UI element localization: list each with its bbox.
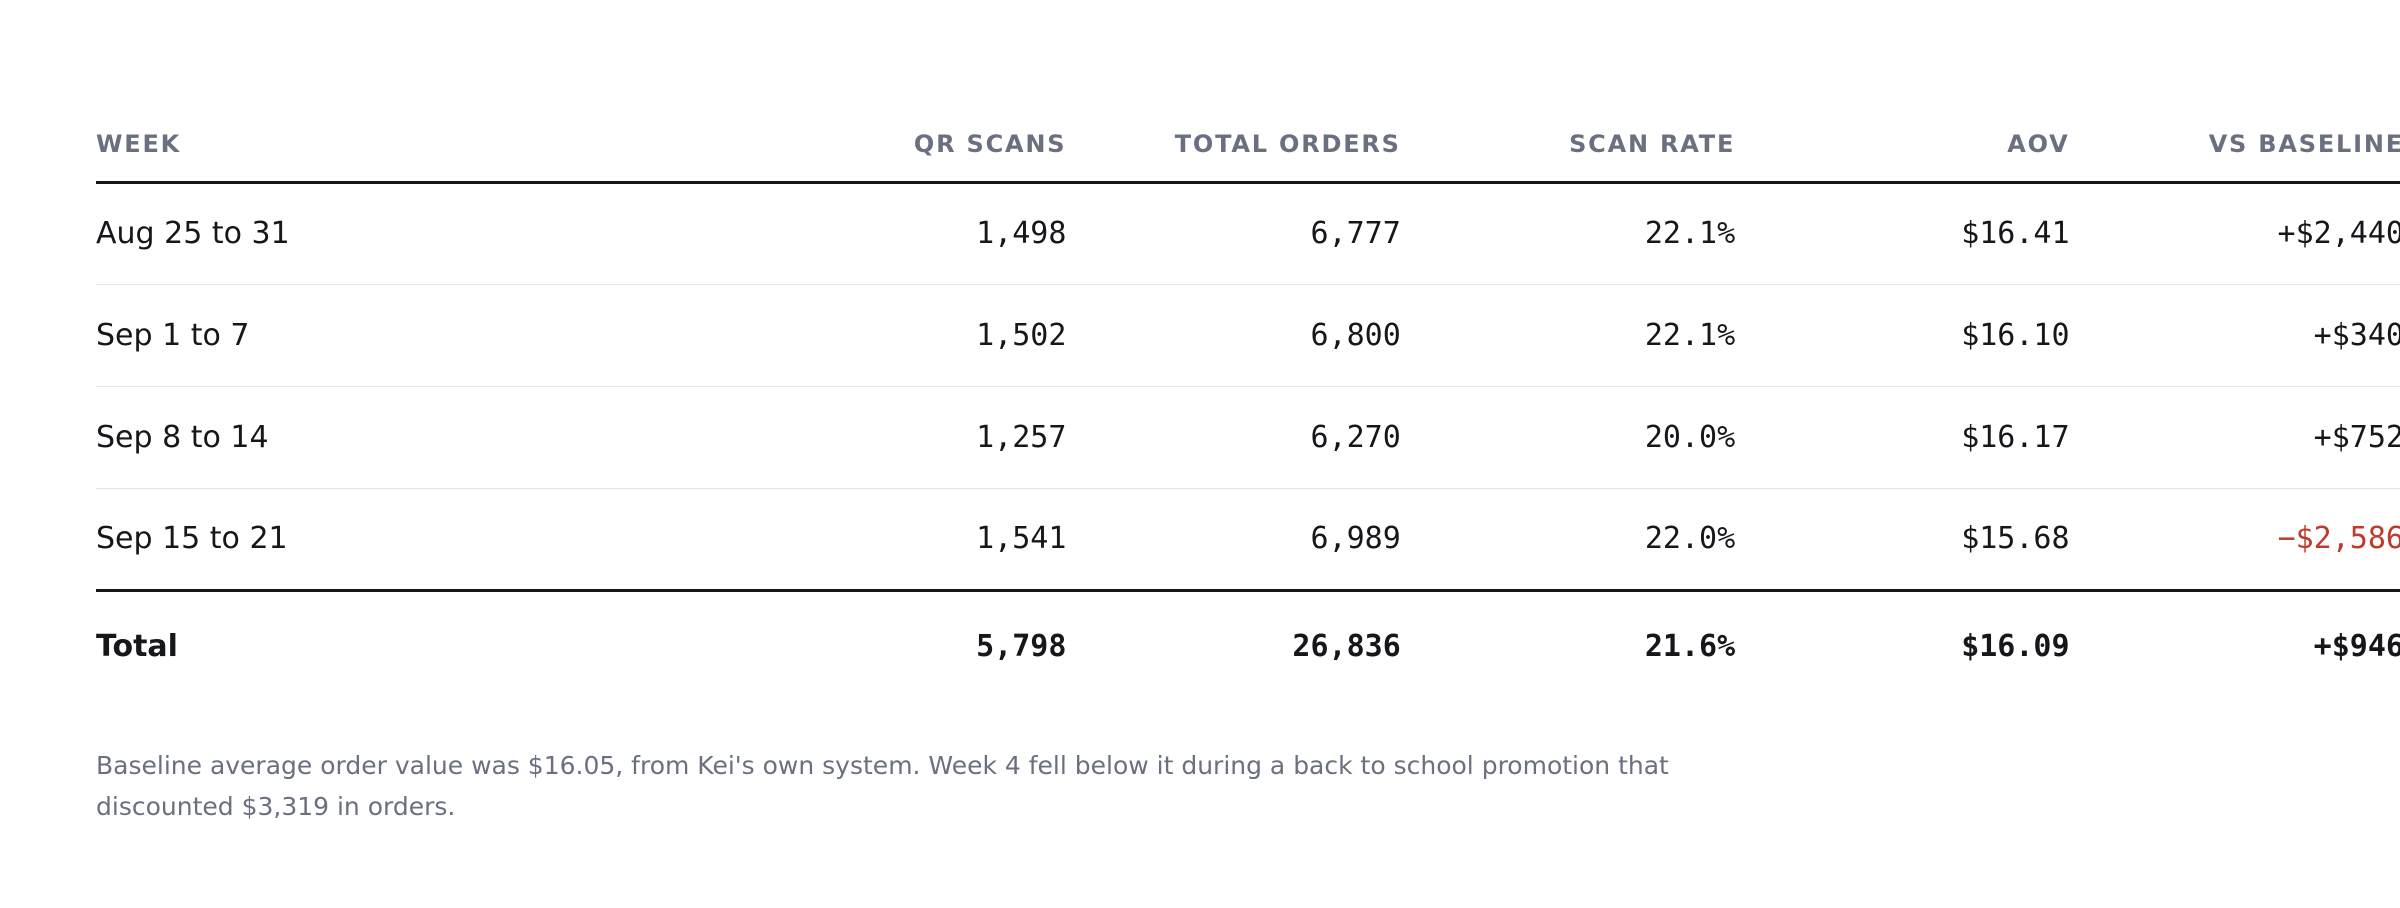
cell-aov: $16.10 — [1735, 284, 2070, 387]
cell-aov: $15.68 — [1735, 488, 2070, 592]
total-label: Total — [96, 629, 178, 665]
total-orders: 26,836 — [1292, 629, 1401, 665]
cell-aov: $16.41 — [1735, 182, 2070, 285]
total-row: Total 5,798 26,836 21.6% $16.09 +$946 — [96, 590, 2400, 702]
cell-qr-scans: 1,257 — [732, 386, 1067, 489]
header-scan-rate: SCAN RATE — [1400, 0, 1736, 184]
cell-vs-baseline: +$752 — [2069, 386, 2400, 489]
cell-scan-rate: 22.1% — [1400, 284, 1736, 387]
header-total-orders: TOTAL ORDERS — [1066, 0, 1401, 184]
weekly-orders-table: WEEK QR SCANS TOTAL ORDERS SCAN RATE AOV… — [96, 0, 2400, 702]
table-row: Aug 25 to 31 1,498 6,777 22.1% $16.41 +$… — [96, 182, 2400, 285]
weekly-report: WEEK QR SCANS TOTAL ORDERS SCAN RATE AOV… — [96, 0, 2400, 852]
table-row: Sep 1 to 7 1,502 6,800 22.1% $16.10 +$34… — [96, 284, 2400, 387]
header-aov: AOV — [1735, 0, 2070, 184]
cell-qr-scans: 1,498 — [732, 182, 1067, 285]
total-aov: $16.09 — [1961, 629, 2070, 665]
cell-qr-scans: 1,541 — [732, 488, 1067, 592]
header-vs-baseline: VS BASELINE — [2069, 0, 2400, 184]
cell-week: Sep 8 to 14 — [96, 386, 732, 489]
total-qr-scans: 5,798 — [976, 629, 1067, 665]
header-week: WEEK — [96, 0, 732, 184]
total-scan-rate: 21.6% — [1644, 629, 1736, 665]
header-qr-scans: QR SCANS — [732, 0, 1067, 184]
cell-scan-rate: 22.1% — [1400, 182, 1736, 285]
cell-vs-baseline: +$2,440 — [2069, 182, 2400, 285]
cell-vs-baseline: +$340 — [2069, 284, 2400, 387]
cell-total-orders: 6,777 — [1066, 182, 1401, 285]
total-vs-baseline: +$946 — [2313, 629, 2400, 665]
cell-week: Sep 15 to 21 — [96, 488, 732, 592]
table-row: Sep 15 to 21 1,541 6,989 22.0% $15.68 −$… — [96, 488, 2400, 592]
cell-aov: $16.17 — [1735, 386, 2070, 489]
cell-qr-scans: 1,502 — [732, 284, 1067, 387]
cell-vs-baseline-negative: −$2,586 — [2069, 488, 2400, 592]
footnote: Baseline average order value was $16.05,… — [96, 751, 1669, 821]
table-header-row: WEEK QR SCANS TOTAL ORDERS SCAN RATE AOV… — [96, 0, 2400, 184]
cell-scan-rate: 22.0% — [1400, 488, 1736, 592]
cell-week: Aug 25 to 31 — [96, 182, 732, 285]
table-row: Sep 8 to 14 1,257 6,270 20.0% $16.17 +$7… — [96, 386, 2400, 489]
cell-scan-rate: 20.0% — [1400, 386, 1736, 489]
cell-total-orders: 6,989 — [1066, 488, 1401, 592]
cell-total-orders: 6,800 — [1066, 284, 1401, 387]
cell-week: Sep 1 to 7 — [96, 284, 732, 387]
cell-total-orders: 6,270 — [1066, 386, 1401, 489]
